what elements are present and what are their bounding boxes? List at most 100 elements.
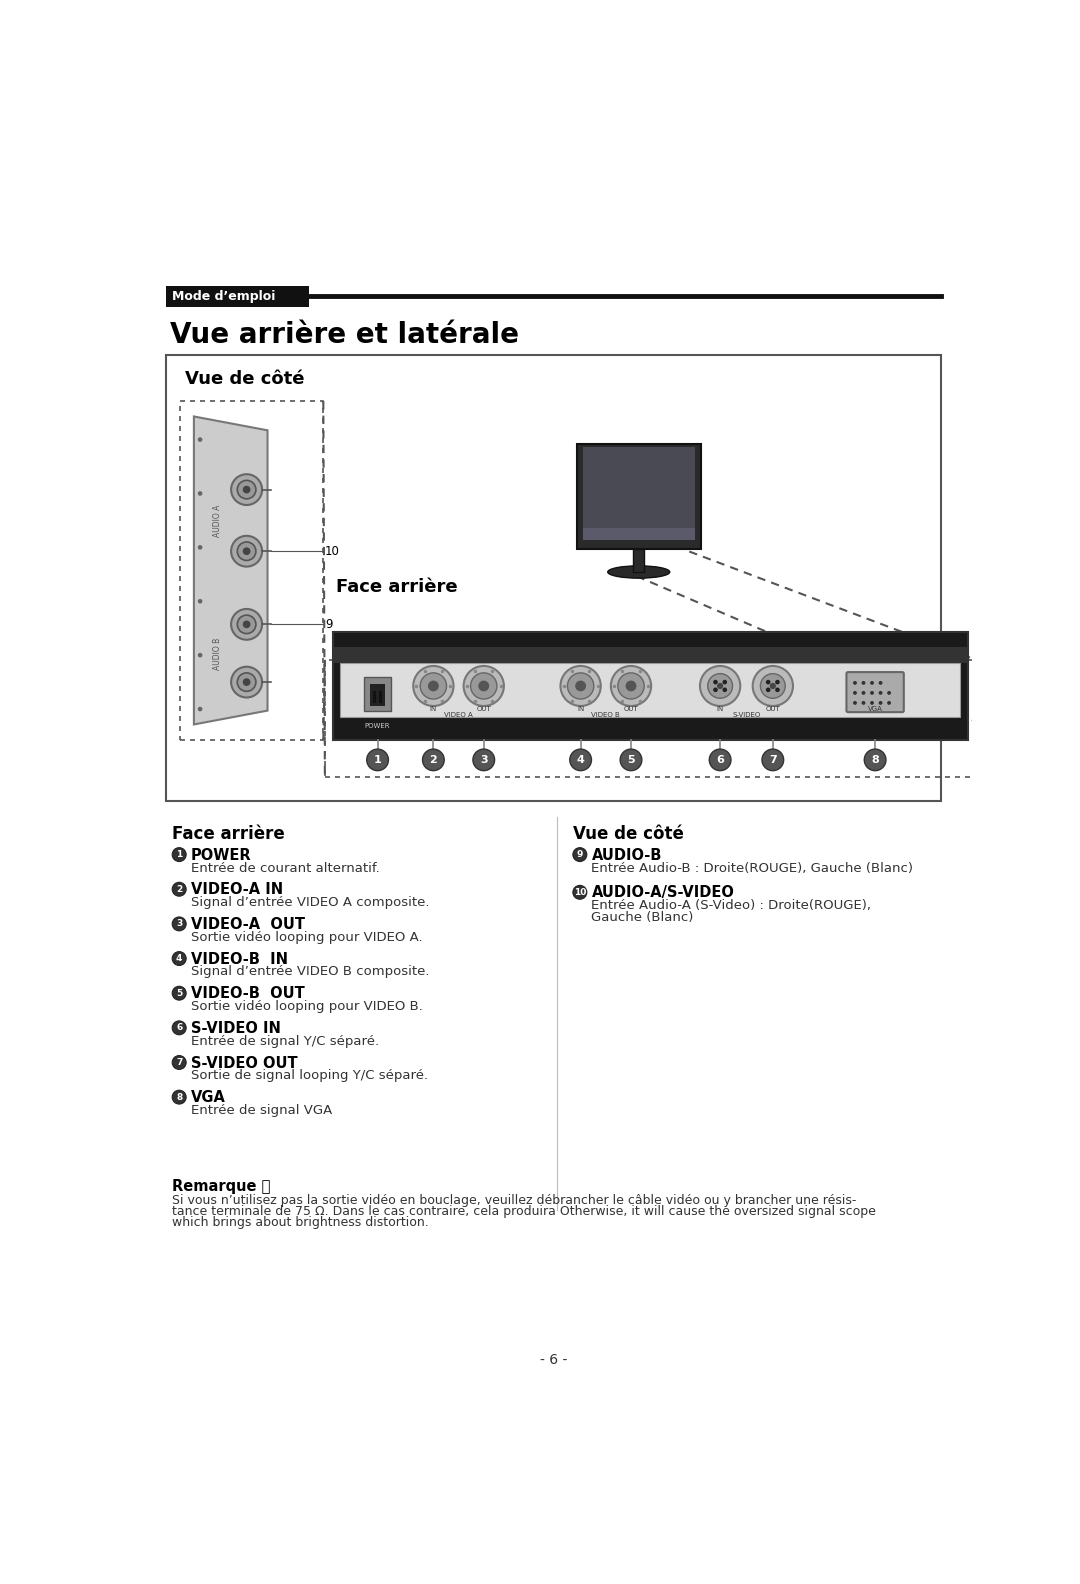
Circle shape	[713, 687, 718, 692]
Circle shape	[172, 987, 186, 1000]
Text: POWER: POWER	[365, 722, 390, 729]
Circle shape	[775, 687, 780, 692]
Circle shape	[862, 691, 865, 695]
Text: VIDEO-B  OUT: VIDEO-B OUT	[191, 987, 305, 1001]
Text: Mode d’emploi: Mode d’emploi	[172, 290, 275, 303]
Circle shape	[172, 1055, 186, 1069]
Circle shape	[172, 1090, 186, 1104]
Circle shape	[870, 691, 874, 695]
Circle shape	[198, 599, 202, 604]
Circle shape	[231, 667, 262, 697]
Text: Face arrière: Face arrière	[172, 825, 285, 843]
Text: Entrée Audio-A (S-Video) : Droite(ROUGE),: Entrée Audio-A (S-Video) : Droite(ROUGE)…	[592, 900, 872, 912]
Text: 7: 7	[176, 1058, 183, 1068]
Text: Sortie vidéo looping pour VIDEO B.: Sortie vidéo looping pour VIDEO B.	[191, 1000, 422, 1014]
Bar	[333, 648, 968, 662]
Circle shape	[864, 749, 886, 771]
Circle shape	[879, 691, 882, 695]
Circle shape	[231, 608, 262, 640]
Bar	[583, 527, 694, 540]
Circle shape	[243, 678, 251, 686]
Text: Vue arrière et latérale: Vue arrière et latérale	[170, 322, 518, 348]
Circle shape	[414, 665, 454, 706]
Bar	[325, 661, 976, 776]
Circle shape	[463, 665, 504, 706]
Text: Signal d’entrée VIDEO B composite.: Signal d’entrée VIDEO B composite.	[191, 966, 430, 979]
Text: 4: 4	[176, 954, 183, 963]
Text: VGA: VGA	[867, 706, 882, 713]
Text: 5: 5	[176, 988, 183, 998]
Text: 8: 8	[176, 1093, 183, 1101]
Bar	[340, 662, 960, 716]
Ellipse shape	[608, 565, 670, 578]
Circle shape	[723, 687, 727, 692]
Text: Remarque ：: Remarque ：	[172, 1178, 271, 1194]
Circle shape	[717, 683, 724, 689]
Bar	[633, 550, 644, 572]
Circle shape	[172, 917, 186, 931]
Bar	[369, 684, 386, 706]
Circle shape	[753, 665, 793, 706]
Circle shape	[473, 749, 495, 771]
FancyBboxPatch shape	[847, 672, 904, 713]
Circle shape	[572, 885, 586, 900]
Text: 5: 5	[627, 756, 635, 765]
Polygon shape	[194, 417, 268, 724]
Circle shape	[576, 681, 586, 691]
Circle shape	[428, 681, 438, 691]
Circle shape	[879, 681, 882, 684]
Text: AUDIO B: AUDIO B	[213, 637, 221, 670]
Circle shape	[862, 681, 865, 684]
Circle shape	[723, 680, 727, 684]
Text: 9: 9	[577, 851, 583, 859]
Circle shape	[713, 680, 718, 684]
Text: 6: 6	[176, 1023, 183, 1033]
Text: 8: 8	[872, 756, 879, 765]
Text: AUDIO-A/S-VIDEO: AUDIO-A/S-VIDEO	[592, 885, 734, 900]
Text: Si vous n’utilisez pas la sortie vidéo en bouclage, veuillez débrancher le câble: Si vous n’utilisez pas la sortie vidéo e…	[172, 1194, 856, 1207]
Text: - 6 -: - 6 -	[540, 1353, 567, 1367]
Text: S-VIDEO IN: S-VIDEO IN	[191, 1022, 281, 1036]
Circle shape	[478, 681, 489, 691]
Text: VIDEO B: VIDEO B	[591, 711, 620, 718]
Circle shape	[618, 673, 644, 699]
Circle shape	[770, 683, 775, 689]
Text: VIDEO-A IN: VIDEO-A IN	[191, 882, 283, 897]
Circle shape	[198, 545, 202, 550]
Circle shape	[422, 749, 444, 771]
Circle shape	[853, 681, 856, 684]
Circle shape	[243, 486, 251, 494]
Text: IN: IN	[716, 706, 724, 713]
Bar	[166, 355, 941, 802]
Text: Signal d’entrée VIDEO A composite.: Signal d’entrée VIDEO A composite.	[191, 897, 430, 909]
Text: 2: 2	[430, 756, 437, 765]
Circle shape	[760, 673, 785, 699]
Bar	[373, 691, 376, 703]
Circle shape	[879, 702, 882, 705]
Text: tance terminale de 75 Ω. Dans le cas contraire, cela produira Otherwise, it will: tance terminale de 75 Ω. Dans le cas con…	[172, 1205, 876, 1218]
Text: S-VIDEO: S-VIDEO	[732, 711, 760, 718]
Text: OUT: OUT	[623, 706, 638, 713]
FancyBboxPatch shape	[364, 678, 391, 711]
Text: 3: 3	[176, 919, 183, 928]
Circle shape	[172, 882, 186, 897]
Text: Entrée de courant alternatif.: Entrée de courant alternatif.	[191, 862, 379, 874]
Text: 10: 10	[325, 545, 340, 558]
Text: IN: IN	[430, 706, 437, 713]
Text: which brings about brightness distortion.: which brings about brightness distortion…	[172, 1217, 429, 1229]
Bar	[166, 285, 309, 307]
Text: IN: IN	[577, 706, 584, 713]
Bar	[379, 691, 382, 703]
Circle shape	[862, 702, 865, 705]
Circle shape	[198, 437, 202, 442]
Text: Vue de côté: Vue de côté	[572, 825, 684, 843]
Bar	[583, 447, 694, 540]
Circle shape	[172, 847, 186, 862]
Text: OUT: OUT	[476, 706, 491, 713]
Text: Gauche (Blanc): Gauche (Blanc)	[592, 911, 693, 923]
Text: 10: 10	[573, 887, 586, 897]
Circle shape	[367, 749, 389, 771]
Text: 7: 7	[769, 756, 777, 765]
Circle shape	[198, 653, 202, 657]
Text: VIDEO A: VIDEO A	[444, 711, 473, 718]
